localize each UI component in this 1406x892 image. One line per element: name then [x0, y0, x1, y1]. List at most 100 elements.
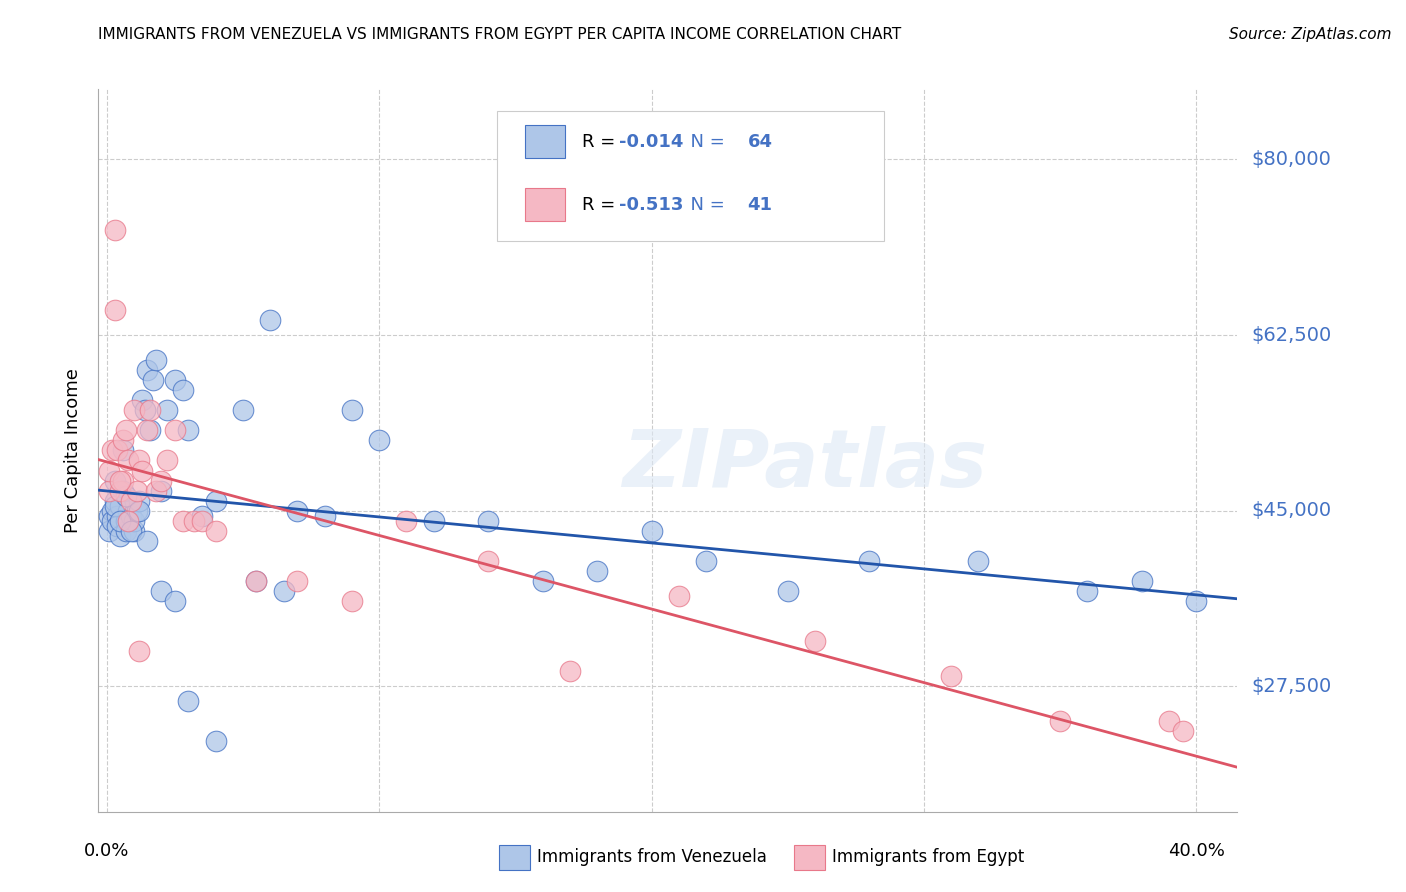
Point	[98, 508, 121, 523]
Point	[122, 403, 145, 417]
Point	[104, 303, 127, 318]
Point	[1185, 594, 1208, 608]
Point	[142, 373, 165, 387]
Point	[804, 634, 827, 648]
Text: N =: N =	[679, 133, 731, 151]
Point	[114, 524, 136, 538]
Point	[1171, 724, 1194, 739]
Point	[340, 403, 363, 417]
Point	[111, 474, 134, 488]
Point	[98, 483, 121, 498]
Point	[155, 453, 177, 467]
Point	[477, 514, 499, 528]
Text: R =: R =	[582, 196, 621, 214]
FancyBboxPatch shape	[498, 111, 884, 241]
Point	[163, 373, 186, 387]
Y-axis label: Per Capita Income: Per Capita Income	[65, 368, 83, 533]
Point	[104, 474, 127, 488]
FancyBboxPatch shape	[526, 188, 565, 220]
Point	[122, 524, 145, 538]
Point	[110, 499, 132, 513]
Text: 40.0%: 40.0%	[1168, 842, 1225, 860]
Point	[177, 694, 200, 708]
Point	[101, 503, 124, 517]
Point	[1049, 714, 1071, 729]
Point	[136, 423, 159, 437]
Point	[285, 503, 308, 517]
Point	[695, 554, 717, 568]
Point	[111, 434, 134, 448]
Point	[139, 423, 162, 437]
Point	[117, 514, 139, 528]
Point	[125, 503, 148, 517]
Point	[163, 594, 186, 608]
Point	[117, 503, 139, 517]
Point	[183, 514, 205, 528]
Point	[967, 554, 990, 568]
Text: $80,000: $80,000	[1251, 150, 1331, 169]
Point	[273, 583, 295, 598]
Point	[941, 669, 963, 683]
Point	[110, 483, 132, 498]
Point	[107, 508, 129, 523]
Text: 64: 64	[748, 133, 772, 151]
Point	[340, 594, 363, 608]
Point	[114, 423, 136, 437]
Point	[101, 443, 124, 458]
Point	[101, 514, 124, 528]
Text: $27,500: $27,500	[1251, 677, 1331, 696]
Point	[191, 514, 214, 528]
Point	[145, 483, 167, 498]
Point	[1076, 583, 1098, 598]
Point	[150, 474, 173, 488]
Point	[98, 464, 121, 478]
FancyBboxPatch shape	[526, 125, 565, 158]
Point	[177, 423, 200, 437]
Point	[128, 503, 150, 517]
Point	[120, 493, 142, 508]
Text: R =: R =	[582, 133, 621, 151]
Point	[128, 453, 150, 467]
Text: $62,500: $62,500	[1251, 326, 1331, 344]
Point	[172, 514, 194, 528]
Point	[139, 403, 162, 417]
Point	[111, 443, 134, 458]
Text: N =: N =	[679, 196, 731, 214]
Point	[776, 583, 799, 598]
Point	[128, 493, 150, 508]
Point	[107, 518, 129, 533]
Point	[245, 574, 267, 588]
Point	[163, 423, 186, 437]
Text: $45,000: $45,000	[1251, 501, 1331, 520]
Text: IMMIGRANTS FROM VENEZUELA VS IMMIGRANTS FROM EGYPT PER CAPITA INCOME CORRELATION: IMMIGRANTS FROM VENEZUELA VS IMMIGRANTS …	[98, 27, 901, 42]
Point	[531, 574, 554, 588]
Point	[204, 734, 226, 748]
Point	[858, 554, 880, 568]
Point	[395, 514, 418, 528]
Point	[122, 514, 145, 528]
Point	[128, 644, 150, 658]
Point	[204, 493, 226, 508]
Point	[114, 489, 136, 503]
Point	[150, 583, 173, 598]
Point	[145, 353, 167, 368]
Point	[110, 514, 132, 528]
Point	[107, 443, 129, 458]
Point	[368, 434, 391, 448]
Point	[245, 574, 267, 588]
Point	[155, 403, 177, 417]
Point	[114, 514, 136, 528]
Point	[117, 514, 139, 528]
Point	[150, 483, 173, 498]
Point	[136, 533, 159, 548]
Text: Immigrants from Egypt: Immigrants from Egypt	[832, 848, 1025, 866]
Text: -0.014: -0.014	[619, 133, 683, 151]
Point	[110, 474, 132, 488]
Point	[191, 508, 214, 523]
Text: Source: ZipAtlas.com: Source: ZipAtlas.com	[1229, 27, 1392, 42]
Point	[259, 313, 281, 327]
Point	[120, 508, 142, 523]
Point	[232, 403, 254, 417]
Point	[314, 508, 336, 523]
Point	[111, 483, 134, 498]
